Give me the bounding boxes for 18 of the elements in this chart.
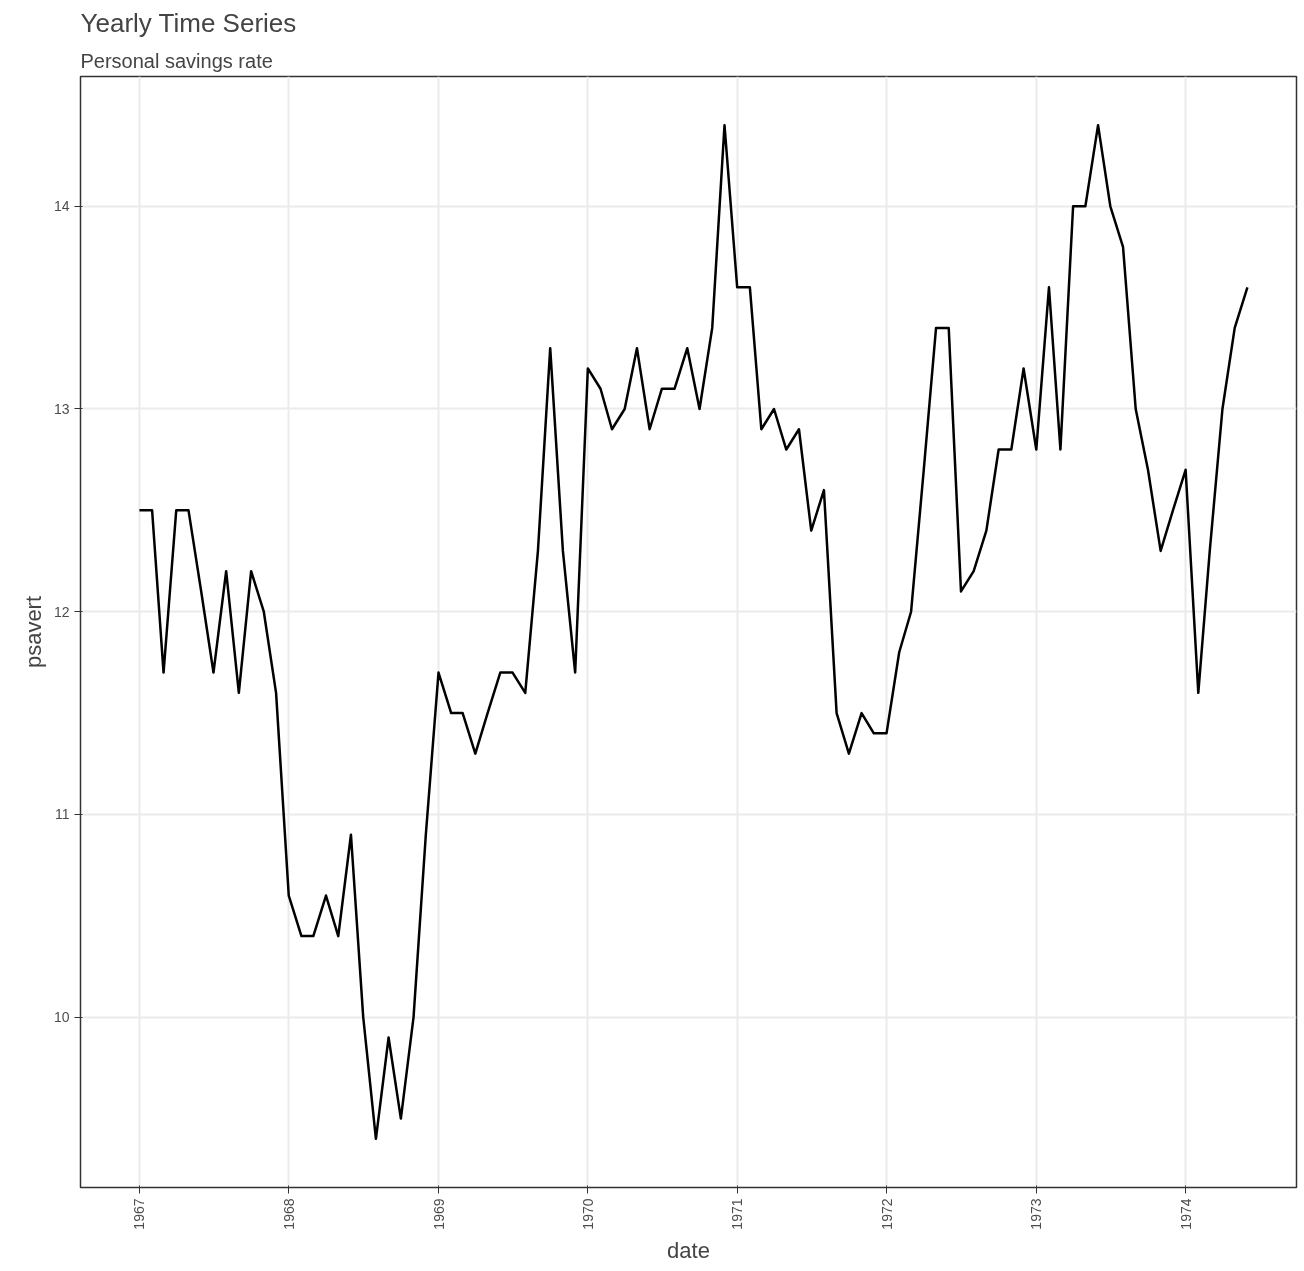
y-tick-label: 13: [53, 400, 70, 417]
y-axis-title: psavert: [20, 595, 46, 669]
x-tick-label: 1969: [430, 1198, 447, 1230]
y-tick-label: 12: [53, 603, 70, 620]
x-tick-label: 1971: [729, 1198, 746, 1230]
x-tick-label: 1972: [878, 1198, 895, 1230]
chart-subtitle: Personal savings rate: [80, 49, 273, 72]
x-tick-label: 1967: [131, 1198, 148, 1230]
x-tick-label: 1968: [280, 1198, 297, 1230]
x-tick-label: 1970: [579, 1198, 596, 1230]
y-tick-label: 11: [54, 806, 70, 823]
x-axis-title: date: [667, 1237, 710, 1263]
chart-title: Yearly Time Series: [80, 7, 297, 38]
y-tick-label: 14: [53, 198, 70, 215]
x-tick-label: 1973: [1028, 1198, 1045, 1230]
x-tick-label: 1974: [1177, 1198, 1194, 1230]
line-series: [138, 123, 1249, 1141]
y-tick-label: 10: [53, 1009, 70, 1026]
